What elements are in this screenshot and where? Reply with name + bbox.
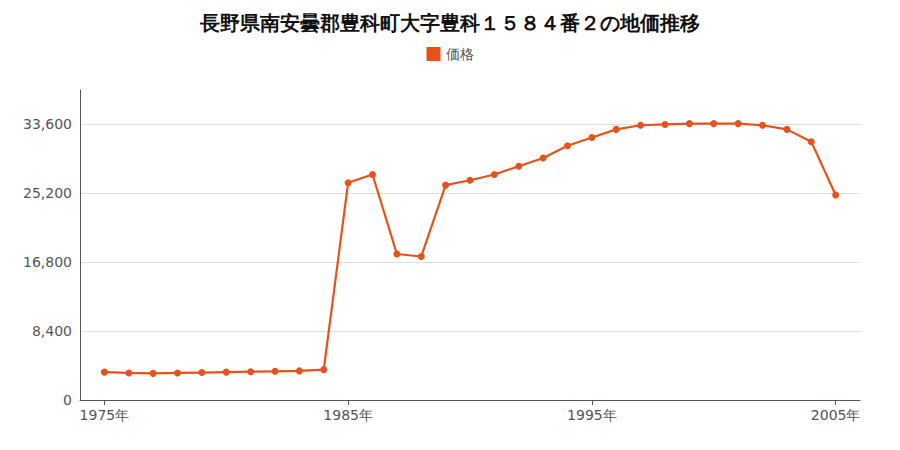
svg-text:長野県南安曇郡豊科町大字豊科１５８４番２の地価推移: 長野県南安曇郡豊科町大字豊科１５８４番２の地価推移	[199, 11, 700, 35]
svg-text:25,200: 25,200	[23, 185, 72, 201]
svg-text:1985年: 1985年	[323, 407, 373, 423]
svg-text:0: 0	[63, 392, 72, 408]
svg-text:1975年: 1975年	[80, 407, 130, 423]
svg-text:価格: 価格	[446, 46, 474, 62]
svg-text:1995年: 1995年	[567, 407, 617, 423]
svg-text:8,400: 8,400	[32, 323, 72, 339]
svg-text:33,600: 33,600	[23, 116, 72, 132]
svg-text:16,800: 16,800	[23, 254, 72, 270]
svg-text:2005年: 2005年	[811, 407, 861, 423]
